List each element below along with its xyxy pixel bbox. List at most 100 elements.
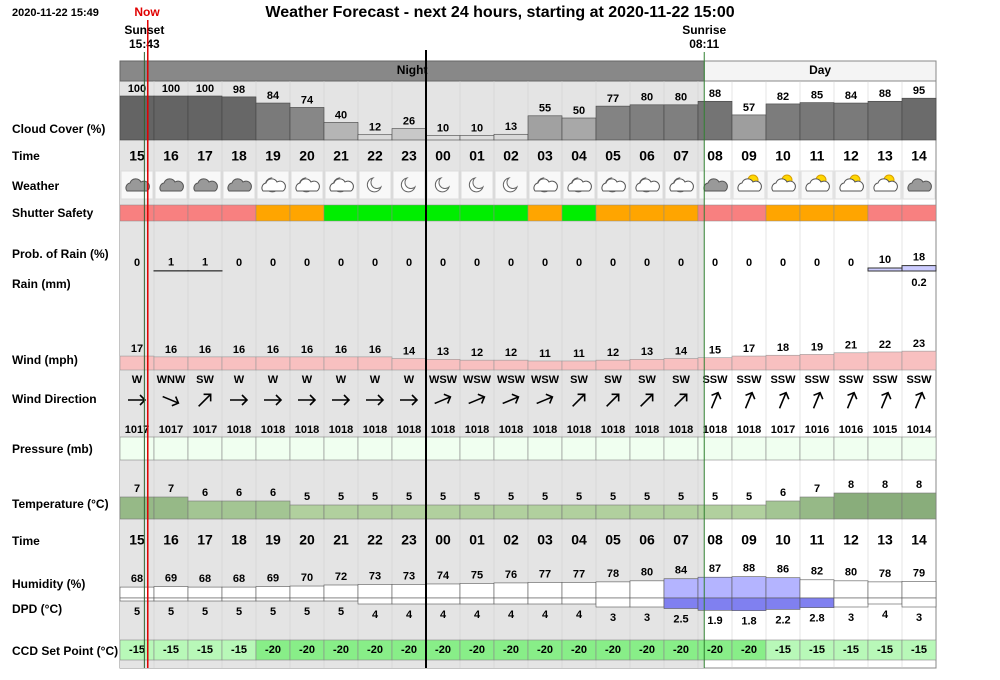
pressure-value: 1016 — [805, 424, 829, 436]
humidity-bar — [289, 585, 325, 599]
hour: 05 — [605, 148, 621, 164]
pressure-box — [833, 436, 869, 461]
rain-prob-value: 0 — [644, 257, 650, 269]
hour: 09 — [741, 532, 757, 548]
humidity-bar — [799, 579, 835, 599]
ccd-value: -15 — [163, 644, 179, 656]
hour: 17 — [197, 148, 213, 164]
rain-prob-value: 0 — [678, 257, 684, 269]
dpd-value: 3 — [610, 612, 616, 624]
wind-bar — [765, 354, 801, 371]
temperature-bar — [493, 504, 529, 520]
hour: 12 — [843, 532, 859, 548]
humidity-bar — [153, 586, 189, 599]
wind-value: 16 — [199, 344, 211, 356]
wind-direction: SW — [638, 374, 656, 386]
hour: 03 — [537, 532, 553, 548]
sunrise-label: Sunrise — [682, 23, 726, 37]
ccd-value: -20 — [571, 644, 587, 656]
rain-prob-value: 0 — [542, 257, 548, 269]
hour: 17 — [197, 532, 213, 548]
humidity-bar — [901, 581, 937, 599]
cloud-bar — [357, 134, 393, 141]
dpd-value: 4 — [576, 609, 583, 621]
dpd-value: 2.8 — [809, 613, 824, 625]
wind-arrow — [264, 394, 283, 406]
hour: 08 — [707, 532, 723, 548]
wind-arrow — [846, 391, 858, 409]
pressure-box — [425, 436, 461, 461]
cloud-value: 84 — [845, 90, 858, 102]
wind-value: 17 — [743, 343, 755, 355]
wind-value: 12 — [505, 347, 517, 359]
wind-direction: W — [404, 374, 415, 386]
dpd-value: 5 — [270, 606, 276, 618]
shutter-cell — [221, 204, 257, 222]
cloud-icon — [873, 178, 898, 192]
cloud-bar — [459, 135, 495, 141]
wind-bar — [901, 350, 937, 371]
temperature-value: 6 — [236, 487, 242, 499]
wind-value: 12 — [471, 347, 483, 359]
ccd-value: -20 — [707, 644, 723, 656]
dpd-value: 4 — [474, 609, 481, 621]
cloud-icon — [771, 178, 796, 192]
hour: 21 — [333, 148, 349, 164]
dpd-value: 5 — [134, 606, 140, 618]
dpd-bar — [799, 597, 835, 608]
wind-value: 13 — [437, 346, 449, 358]
wind-bar — [629, 359, 665, 371]
humidity-value: 84 — [675, 565, 688, 577]
cloud-icon — [737, 178, 762, 192]
rain-prob-bar — [867, 267, 903, 272]
humidity-value: 82 — [811, 566, 823, 578]
ccd-value: -20 — [503, 644, 519, 656]
cloud-icon — [125, 178, 150, 192]
cloud-icon — [193, 178, 218, 192]
shutter-cell — [867, 204, 903, 222]
row-label: Humidity (%) — [12, 577, 85, 591]
temperature-bar — [629, 504, 665, 520]
hour: 05 — [605, 532, 621, 548]
shutter-cell — [629, 204, 665, 222]
ccd-value: -20 — [401, 644, 417, 656]
pressure-value: 1017 — [125, 424, 149, 436]
rain-prob-value: 0 — [236, 257, 242, 269]
dpd-bar — [663, 597, 699, 609]
wind-direction: WSW — [531, 374, 560, 386]
hour: 13 — [877, 148, 893, 164]
moon-icon — [400, 177, 417, 193]
hour: 20 — [299, 532, 315, 548]
cloud-value: 26 — [403, 115, 415, 127]
dpd-value: 3 — [644, 612, 650, 624]
shutter-cell — [323, 204, 359, 222]
cloud-value: 13 — [505, 121, 517, 133]
wind-bar — [255, 356, 291, 371]
pressure-box — [459, 436, 495, 461]
hour: 01 — [469, 532, 485, 548]
temperature-value: 5 — [576, 491, 582, 503]
dpd-bar — [731, 597, 767, 611]
wind-bar — [799, 354, 835, 371]
rain-prob-value: 0 — [474, 257, 480, 269]
rain-prob-value: 0 — [610, 257, 616, 269]
dpd-value: 3 — [916, 612, 922, 624]
ccd-value: -15 — [809, 644, 825, 656]
wind-bar — [187, 356, 223, 371]
cloud-icon — [601, 178, 626, 192]
pressure-value: 1016 — [839, 424, 863, 436]
rain-prob-value: 0 — [338, 257, 344, 269]
cloud-value: 84 — [267, 90, 280, 102]
temperature-value: 5 — [338, 491, 344, 503]
wind-arrow — [298, 394, 317, 406]
wind-arrow — [162, 395, 180, 407]
cloud-value: 88 — [879, 88, 891, 100]
pressure-box — [527, 436, 563, 461]
wind-value: 22 — [879, 339, 891, 351]
wind-direction: WSW — [429, 374, 458, 386]
row-label: Wind Direction — [12, 392, 97, 406]
cloud-icon — [159, 178, 184, 192]
hour: 02 — [503, 532, 519, 548]
icon-cell — [494, 170, 528, 200]
wind-bar — [493, 359, 529, 371]
